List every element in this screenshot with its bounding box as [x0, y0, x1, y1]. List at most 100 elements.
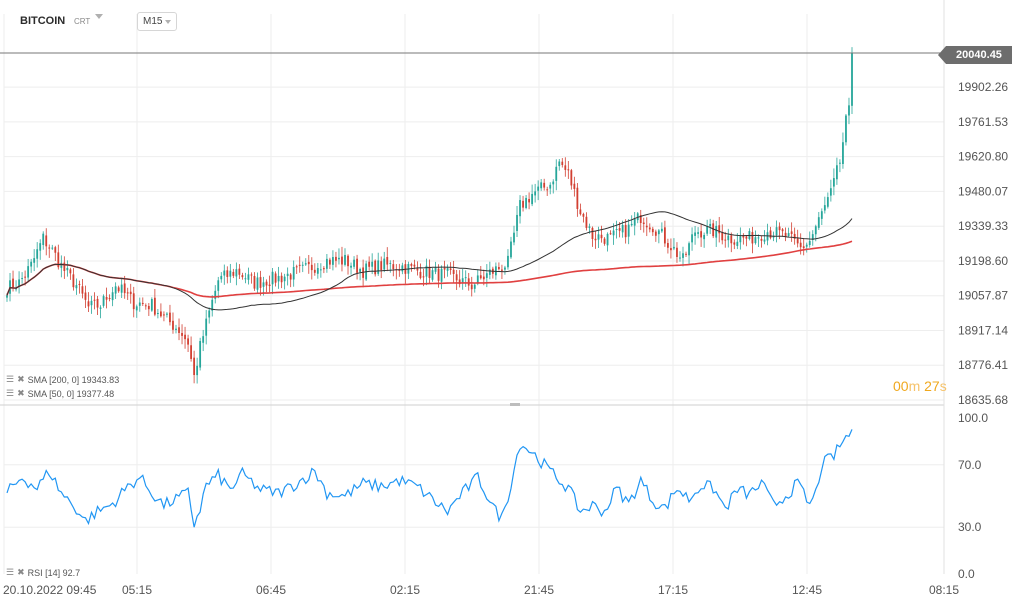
candle-body [618, 228, 621, 231]
candle-body [319, 269, 322, 271]
candle-body [567, 169, 570, 171]
candle-body [81, 286, 84, 294]
candle-body [132, 293, 135, 310]
candle-body [244, 278, 247, 280]
candle-body [630, 223, 633, 226]
rsi-tick-label: 100.0 [958, 411, 988, 425]
menu-lines-icon[interactable]: ☰ [6, 567, 15, 577]
candle-body [341, 256, 343, 265]
candle-body [368, 261, 371, 267]
candle-body [214, 290, 217, 299]
candle-body [585, 216, 588, 228]
candle-body [531, 193, 534, 205]
candle-body [814, 226, 817, 235]
candle-body [525, 197, 527, 209]
candle-body [775, 227, 778, 236]
candle-body [781, 229, 784, 232]
candle-body [304, 263, 307, 265]
candle-body [516, 214, 518, 231]
legend-sma200-text: SMA [200, 0] 19343.83 [27, 374, 120, 385]
candle-body [787, 233, 790, 237]
candle-body [199, 341, 202, 368]
price-tick-label: 18776.41 [958, 358, 1008, 372]
candle-body [211, 299, 214, 311]
menu-lines-icon[interactable]: ☰ [6, 374, 15, 384]
candle-body [715, 225, 718, 238]
candle-body [543, 182, 546, 188]
candle-body [377, 260, 380, 274]
candle-body [24, 276, 27, 278]
menu-lines-icon[interactable]: ☰ [6, 388, 15, 398]
candle-body [769, 230, 772, 238]
candle-body [141, 302, 144, 304]
close-icon[interactable]: ✖ [17, 374, 25, 384]
candle-body [712, 223, 715, 237]
candle-body [663, 227, 666, 244]
candle-body [667, 243, 669, 248]
price-tick-label: 19057.87 [958, 289, 1008, 303]
chart-type-label[interactable]: CRT [74, 16, 91, 26]
candle-body [754, 237, 757, 244]
candle-body [120, 284, 123, 293]
candle-body [413, 264, 416, 267]
candle-body [700, 231, 703, 238]
candle-body [576, 187, 579, 209]
legend-rsi[interactable]: ☰ ✖ RSI [14] 92.7 [6, 567, 80, 578]
candle-body [30, 261, 33, 267]
candle-body [437, 268, 440, 281]
candle-body [739, 236, 742, 243]
candle-body [283, 276, 286, 282]
candle-body [730, 235, 733, 244]
time-tick-label: 17:15 [658, 583, 688, 597]
candle-body [796, 238, 799, 244]
candle-body [682, 253, 684, 258]
candle-body [63, 262, 66, 271]
candle-body [75, 285, 78, 289]
candle-body [627, 224, 630, 237]
candle-body [156, 312, 159, 314]
candle-body [564, 165, 567, 170]
candle-body [99, 307, 102, 309]
candle-body [356, 258, 358, 273]
timeframe-selector[interactable]: M15 [137, 12, 178, 31]
candle-body [546, 189, 549, 191]
candle-body [42, 233, 45, 245]
candle-body [166, 313, 168, 315]
candle-body [624, 224, 627, 238]
candle-body [229, 270, 232, 277]
candle-body [691, 234, 693, 243]
candle-body [594, 238, 597, 241]
close-icon[interactable]: ✖ [17, 388, 25, 398]
chart-type-dropdown-icon[interactable] [95, 14, 103, 19]
candle-body [455, 274, 458, 281]
candle-body [271, 271, 274, 285]
candle-body [383, 258, 386, 270]
legend-sma200[interactable]: ☰ ✖ SMA [200, 0] 19343.83 [6, 374, 119, 385]
candle-body [196, 365, 199, 376]
candle-body [751, 232, 754, 244]
candle-body [760, 238, 763, 241]
candle-body [416, 268, 419, 271]
candle-body [241, 275, 244, 278]
candle-body [410, 263, 413, 266]
close-icon[interactable]: ✖ [17, 567, 25, 577]
price-tick-label: 19198.60 [958, 254, 1008, 268]
candle-body [823, 205, 826, 211]
candle-body [60, 262, 63, 268]
legend-sma50[interactable]: ☰ ✖ SMA [50, 0] 19377.48 [6, 388, 114, 399]
candle-body [380, 261, 383, 271]
candle-body [93, 299, 96, 301]
candle-countdown: 00m 27s [893, 378, 947, 394]
symbol-label[interactable]: BITCOIN [20, 15, 66, 27]
candle-body [72, 274, 75, 288]
candle-body [706, 226, 709, 234]
candle-body [184, 334, 186, 340]
candle-body [485, 273, 488, 278]
candle-body [845, 115, 847, 143]
candle-body [784, 232, 787, 237]
candle-body [232, 271, 235, 276]
timeframe-label: M15 [143, 16, 163, 27]
candle-body [45, 235, 48, 247]
